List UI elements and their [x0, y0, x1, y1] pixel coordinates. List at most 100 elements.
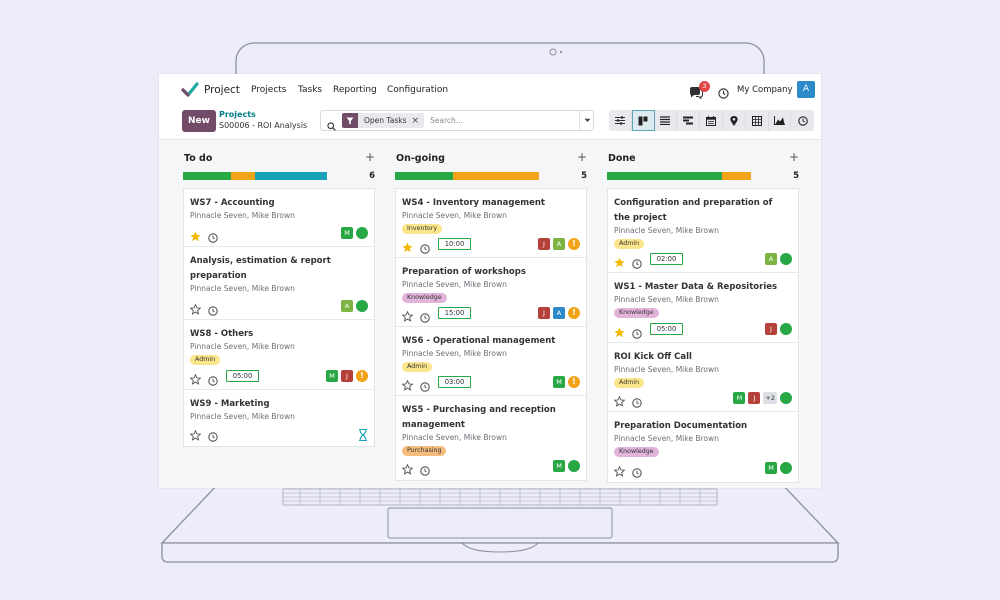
star-icon[interactable] — [401, 376, 414, 395]
task-card[interactable]: Preparation of workshops Pinnacle Seven, … — [396, 258, 586, 327]
activity-clock-icon[interactable] — [632, 393, 642, 412]
activity-clock-icon[interactable] — [208, 228, 218, 247]
star-icon[interactable] — [401, 460, 414, 479]
assignee-avatar[interactable]: A — [341, 299, 353, 312]
kanban-view-icon[interactable] — [631, 110, 655, 131]
activity-clock-icon[interactable] — [208, 371, 218, 390]
column-title[interactable]: To do — [184, 153, 213, 164]
assignee-avatar[interactable]: J — [341, 369, 353, 382]
task-card[interactable]: WS6 - Operational management Pinnacle Sev… — [396, 327, 586, 396]
user-avatar[interactable]: A — [797, 81, 815, 98]
assignee-avatar[interactable]: M — [733, 391, 746, 404]
assignee-avatar[interactable]: A — [553, 237, 565, 250]
star-icon[interactable] — [189, 426, 202, 445]
filter-toggle-icon[interactable] — [609, 110, 632, 131]
status-done-icon[interactable] — [568, 459, 580, 472]
activity-clock-icon[interactable] — [420, 308, 430, 327]
assignee-avatar[interactable]: M — [553, 459, 565, 472]
activity-clock-icon[interactable] — [420, 377, 430, 396]
pivot-view-icon[interactable] — [745, 110, 769, 131]
search-facet[interactable]: Open Tasks × — [342, 113, 425, 128]
column-progress-bar[interactable] — [183, 172, 327, 180]
menu-tasks[interactable]: Tasks — [298, 85, 323, 95]
gantt-view-icon[interactable] — [677, 110, 701, 131]
task-card[interactable]: WS4 - Inventory management Pinnacle Seven… — [396, 189, 586, 258]
quick-create-plus-icon[interactable]: + — [788, 150, 799, 164]
column-title[interactable]: On-going — [396, 153, 445, 164]
search-bar[interactable]: Open Tasks × — [320, 110, 594, 131]
star-icon[interactable] — [189, 370, 202, 389]
quick-create-plus-icon[interactable]: + — [364, 150, 375, 164]
company-switcher[interactable]: My Company — [737, 85, 793, 95]
task-card[interactable]: WS1 - Master Data & Repositories Pinnacle… — [608, 273, 798, 343]
progress-segment[interactable] — [255, 172, 327, 180]
graph-view-icon[interactable] — [768, 110, 792, 131]
assignee-avatar[interactable]: M — [341, 226, 353, 239]
star-filled-icon[interactable] — [402, 238, 413, 257]
search-options-chevron-down-icon[interactable] — [579, 111, 594, 130]
activity-clock-icon[interactable] — [420, 461, 430, 480]
column-progress-bar[interactable] — [395, 172, 539, 180]
remove-facet-icon[interactable]: × — [411, 115, 420, 126]
quick-create-plus-icon[interactable]: + — [576, 150, 587, 164]
menu-projects[interactable]: Projects — [251, 85, 287, 95]
assignee-avatar[interactable]: J — [748, 391, 761, 404]
progress-segment[interactable] — [607, 172, 723, 180]
assignee-avatar[interactable]: J — [538, 237, 550, 250]
status-done-icon[interactable] — [356, 299, 368, 312]
task-card[interactable]: Configuration and preparation of the pro… — [608, 189, 798, 273]
task-card[interactable]: Analysis, estimation & report preparatio… — [184, 247, 374, 320]
activity-clock-icon[interactable] — [632, 463, 642, 482]
calendar-view-icon[interactable] — [700, 110, 723, 131]
project-logo-icon[interactable] — [181, 82, 199, 98]
new-button[interactable]: New — [182, 110, 216, 132]
status-warning-icon[interactable]: ! — [568, 237, 580, 250]
star-icon[interactable] — [189, 300, 202, 319]
status-warning-icon[interactable]: ! — [568, 375, 580, 388]
breadcrumb-projects[interactable]: Projects — [219, 110, 256, 119]
activity-clock-icon[interactable] — [208, 301, 218, 320]
assignee-avatar[interactable]: M — [326, 369, 338, 382]
progress-segment[interactable] — [183, 172, 231, 180]
activity-clock-icon[interactable] — [632, 254, 642, 273]
task-card[interactable]: WS9 - Marketing Pinnacle Seven, Mike Brow… — [184, 390, 374, 446]
assignee-avatar[interactable]: J — [765, 322, 777, 335]
menu-configuration[interactable]: Configuration — [387, 85, 449, 95]
app-name[interactable]: Project — [204, 84, 240, 96]
status-done-icon[interactable] — [780, 391, 792, 404]
activity-clock-icon[interactable] — [632, 324, 642, 343]
progress-segment[interactable] — [231, 172, 255, 180]
search-input[interactable] — [430, 114, 570, 127]
status-warning-icon[interactable]: ! — [356, 369, 368, 382]
activity-clock-icon[interactable] — [208, 427, 218, 446]
star-icon[interactable] — [613, 462, 626, 481]
menu-reporting[interactable]: Reporting — [333, 85, 377, 95]
status-done-icon[interactable] — [356, 226, 368, 239]
assignee-avatar[interactable]: A — [765, 252, 777, 265]
star-icon[interactable] — [401, 307, 414, 326]
assignee-avatar[interactable]: M — [553, 375, 565, 388]
task-card[interactable]: Preparation Documentation Pinnacle Seven,… — [608, 412, 798, 482]
status-warning-icon[interactable]: ! — [568, 306, 580, 319]
task-card[interactable]: WS7 - Accounting Pinnacle Seven, Mike Bro… — [184, 189, 374, 247]
progress-segment[interactable] — [452, 172, 539, 180]
column-progress-bar[interactable] — [607, 172, 751, 180]
progress-segment[interactable] — [722, 172, 751, 180]
list-view-icon[interactable] — [654, 110, 678, 131]
status-done-icon[interactable] — [780, 461, 792, 474]
star-filled-icon[interactable] — [614, 253, 625, 272]
task-card[interactable]: WS8 - Others Pinnacle Seven, Mike Brown Ad… — [184, 320, 374, 390]
status-done-icon[interactable] — [780, 252, 792, 265]
progress-segment[interactable] — [395, 172, 453, 180]
star-filled-icon[interactable] — [614, 323, 625, 342]
assignee-avatar[interactable]: A — [553, 306, 565, 319]
task-card[interactable]: ROI Kick Off Call Pinnacle Seven, Mike Br… — [608, 343, 798, 412]
task-card[interactable]: WS5 - Purchasing and reception managemen… — [396, 396, 586, 480]
activity-view-icon[interactable] — [791, 110, 815, 131]
star-filled-icon[interactable] — [190, 227, 201, 246]
column-title[interactable]: Done — [608, 153, 636, 164]
assignee-avatar[interactable]: J — [538, 306, 550, 319]
map-view-icon[interactable] — [722, 110, 746, 131]
hourglass-icon[interactable] — [358, 426, 368, 445]
status-done-icon[interactable] — [780, 322, 792, 335]
